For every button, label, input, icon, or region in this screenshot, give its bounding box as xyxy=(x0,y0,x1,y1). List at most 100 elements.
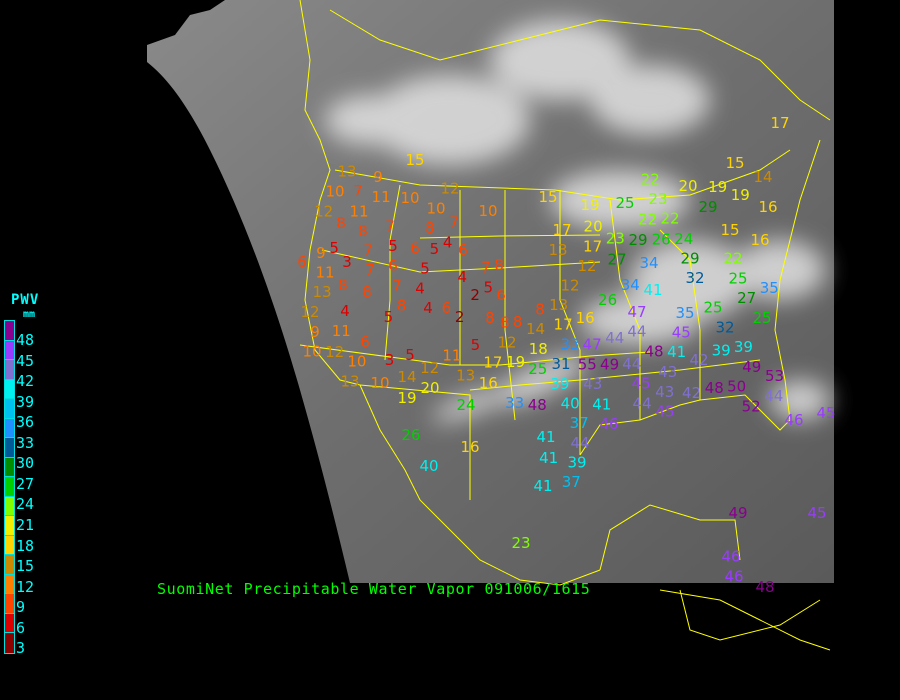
station-pwv-value: 11 xyxy=(372,188,391,206)
station-pwv-value: 49 xyxy=(600,355,619,373)
colorbar-tick-label: 3 xyxy=(16,639,26,658)
station-pwv-value: 14 xyxy=(397,368,416,386)
station-pwv-value: 15 xyxy=(725,154,744,172)
station-pwv-value: 7 xyxy=(353,182,363,200)
station-pwv-value: 12 xyxy=(440,179,459,197)
station-pwv-value: 14 xyxy=(753,168,772,186)
station-pwv-value: 37 xyxy=(570,414,589,432)
station-pwv-value: 44 xyxy=(633,395,652,413)
station-pwv-value: 47 xyxy=(627,303,646,321)
station-pwv-value: 12 xyxy=(497,333,516,351)
station-pwv-value: 19 xyxy=(397,389,416,407)
legend-title: PWV xyxy=(11,292,40,308)
colorbar xyxy=(4,320,15,654)
station-pwv-value: 31 xyxy=(551,355,570,373)
colorbar-segment xyxy=(5,418,14,438)
station-pwv-value: 25 xyxy=(752,309,771,327)
station-pwv-value: 43 xyxy=(658,363,677,381)
station-pwv-value: 10 xyxy=(400,189,419,207)
station-pwv-value: 2 xyxy=(455,308,465,326)
station-pwv-value: 10 xyxy=(302,342,321,360)
station-pwv-value: 11 xyxy=(349,202,368,220)
colorbar-tick-label: 45 xyxy=(16,351,35,370)
colorbar-tick-label: 12 xyxy=(16,577,35,596)
station-pwv-value: 16 xyxy=(576,309,595,327)
station-pwv-value: 10 xyxy=(325,183,344,201)
station-pwv-value: 20 xyxy=(584,218,603,236)
colorbar-tick-label: 30 xyxy=(16,454,35,473)
station-pwv-value: 39 xyxy=(567,453,586,471)
station-pwv-value: 4 xyxy=(340,302,350,320)
station-pwv-value: 46 xyxy=(721,548,740,566)
colorbar-segment xyxy=(5,496,14,516)
station-pwv-value: 5 xyxy=(420,259,430,277)
station-pwv-value: 43 xyxy=(655,383,674,401)
station-pwv-value: 15 xyxy=(538,188,557,206)
station-pwv-value: 12 xyxy=(314,203,333,221)
station-pwv-value: 10 xyxy=(347,353,366,371)
station-pwv-value: 25 xyxy=(615,194,634,212)
station-pwv-value: 40 xyxy=(419,457,438,475)
earth-disk xyxy=(147,0,834,583)
station-pwv-value: 6 xyxy=(410,240,420,258)
station-pwv-value: 8 xyxy=(513,313,523,331)
station-pwv-value: 5 xyxy=(384,308,394,326)
station-pwv-value: 16 xyxy=(750,231,769,249)
station-pwv-value: 19 xyxy=(708,178,727,196)
station-pwv-value: 48 xyxy=(755,578,774,596)
station-pwv-value: 34 xyxy=(621,276,640,294)
station-pwv-value: 44 xyxy=(622,355,641,373)
colorbar-tick-label: 48 xyxy=(16,331,35,349)
station-pwv-value: 6 xyxy=(496,286,506,304)
station-pwv-value: 12 xyxy=(325,343,344,361)
station-pwv-value: 5 xyxy=(471,336,481,354)
station-pwv-value: 35 xyxy=(675,304,694,322)
station-pwv-value: 8 xyxy=(397,296,407,314)
colorbar-tick-label: 39 xyxy=(16,392,35,411)
station-pwv-value: 8 xyxy=(425,219,435,237)
station-pwv-value: 3 xyxy=(385,351,395,369)
station-pwv-value: 9 xyxy=(310,323,320,341)
station-pwv-value: 50 xyxy=(727,378,746,396)
station-pwv-value: 29 xyxy=(698,198,717,216)
station-pwv-value: 7 xyxy=(363,242,373,260)
station-pwv-value: 41 xyxy=(536,428,555,446)
station-pwv-value: 35 xyxy=(760,279,779,297)
station-pwv-value: 48 xyxy=(705,379,724,397)
colorbar-segment xyxy=(5,516,14,536)
station-pwv-value: 16 xyxy=(758,198,777,216)
colorbar-segment xyxy=(5,457,14,477)
station-pwv-value: 11 xyxy=(332,322,351,340)
station-pwv-value: 44 xyxy=(764,387,783,405)
station-pwv-value: 23 xyxy=(648,190,667,208)
station-pwv-value: 16 xyxy=(460,438,479,456)
political-boundaries xyxy=(299,0,831,651)
colorbar-tick-label: 36 xyxy=(16,413,35,432)
station-pwv-value: 48 xyxy=(644,343,663,361)
station-pwv-value: 5 xyxy=(430,240,440,258)
station-pwv-value: 45 xyxy=(672,324,691,342)
station-pwv-value: 13 xyxy=(340,373,359,391)
station-pwv-value: 3 xyxy=(342,253,352,271)
station-pwv-value: 22 xyxy=(660,210,679,228)
station-pwv-value: 14 xyxy=(526,320,545,338)
station-pwv-value: 5 xyxy=(405,346,415,364)
image-caption: SuomiNet Precipitable Water Vapor 091006… xyxy=(157,580,591,598)
station-pwv-value: 8 xyxy=(336,214,346,232)
station-pwv-value: 7 xyxy=(365,261,375,279)
station-pwv-value: 8 xyxy=(535,301,545,319)
station-pwv-value: 39 xyxy=(550,375,569,393)
colorbar-segment xyxy=(5,613,14,633)
colorbar-tick-label: 18 xyxy=(16,536,35,555)
colorbar-segment xyxy=(5,477,14,497)
station-pwv-value: 39 xyxy=(734,338,753,356)
station-pwv-value: 27 xyxy=(737,289,756,307)
station-pwv-value: 13 xyxy=(312,283,331,301)
colorbar-tick-label: 24 xyxy=(16,495,35,514)
station-pwv-value: 34 xyxy=(639,254,658,272)
station-pwv-value: 6 xyxy=(442,299,452,317)
station-pwv-value: 7 xyxy=(481,258,491,276)
colorbar-segment xyxy=(5,594,14,614)
